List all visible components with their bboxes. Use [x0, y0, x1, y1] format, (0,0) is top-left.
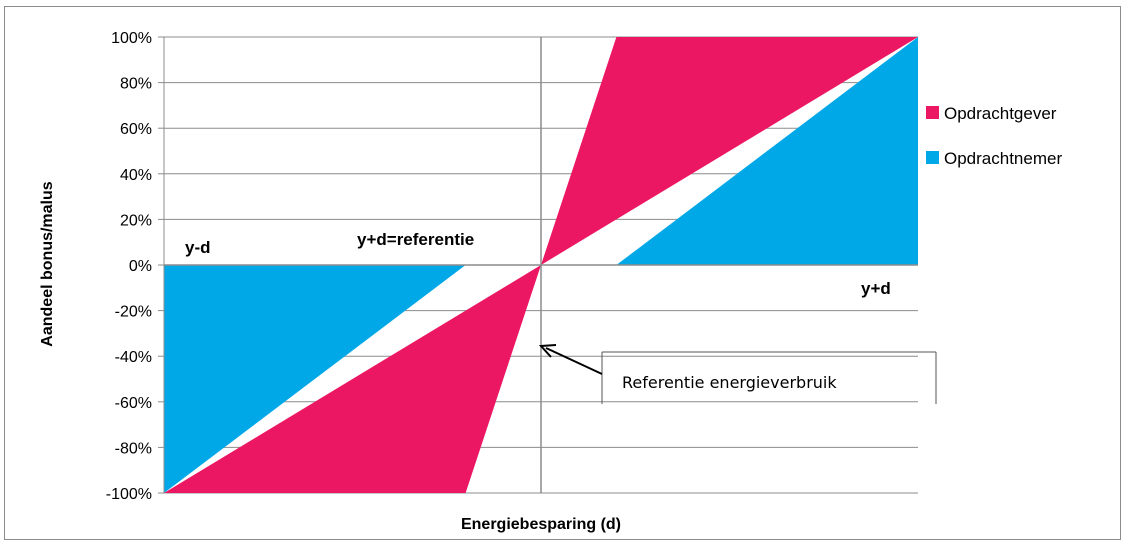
callout-text: Referentie energieverbruik: [622, 373, 837, 392]
callout: Referentie energieverbruik: [538, 344, 937, 404]
callout-arrow-line: [545, 347, 603, 375]
y-axis-title: Aandeel bonus/malus: [39, 181, 56, 346]
area-opdrachtnemer: [164, 265, 466, 493]
area-opdrachtnemer: [616, 37, 918, 265]
legend-swatch: [926, 151, 939, 164]
y-tick-label: -40%: [115, 349, 152, 366]
y-tick-labels: 100% 80% 60% 40% 20% 0% -20% -40% -60% -80% -100%: [106, 30, 152, 503]
y-tick-label: -20%: [115, 304, 152, 321]
annotation-center: y+d=referentie: [357, 230, 474, 249]
y-tick-label: 40%: [120, 167, 152, 184]
annotation-right: y+d: [861, 279, 891, 298]
area-opdrachtgever: [541, 37, 918, 265]
legend-label: Opdrachtgever: [944, 104, 1057, 123]
callout-arrowhead: [538, 344, 557, 358]
legend-label: Opdrachtnemer: [944, 149, 1062, 168]
area-opdrachtgever: [164, 265, 541, 493]
annotation-left: y-d: [185, 238, 211, 257]
y-tick-label: 80%: [120, 76, 152, 93]
x-axis-title: Energiebesparing (d): [461, 516, 621, 533]
y-tick-label: 100%: [111, 30, 152, 47]
y-tick-label: -100%: [106, 486, 152, 503]
y-tick-label: -60%: [115, 395, 152, 412]
y-tick-label: -80%: [115, 440, 152, 457]
y-tick-label: 20%: [120, 212, 152, 229]
area-regions: [164, 37, 918, 493]
axes: [163, 37, 918, 493]
y-tick-label: 0%: [129, 258, 152, 275]
legend-swatch: [926, 106, 939, 119]
legend: Opdrachtgever Opdrachtnemer: [926, 104, 1062, 168]
y-tick-label: 60%: [120, 121, 152, 138]
